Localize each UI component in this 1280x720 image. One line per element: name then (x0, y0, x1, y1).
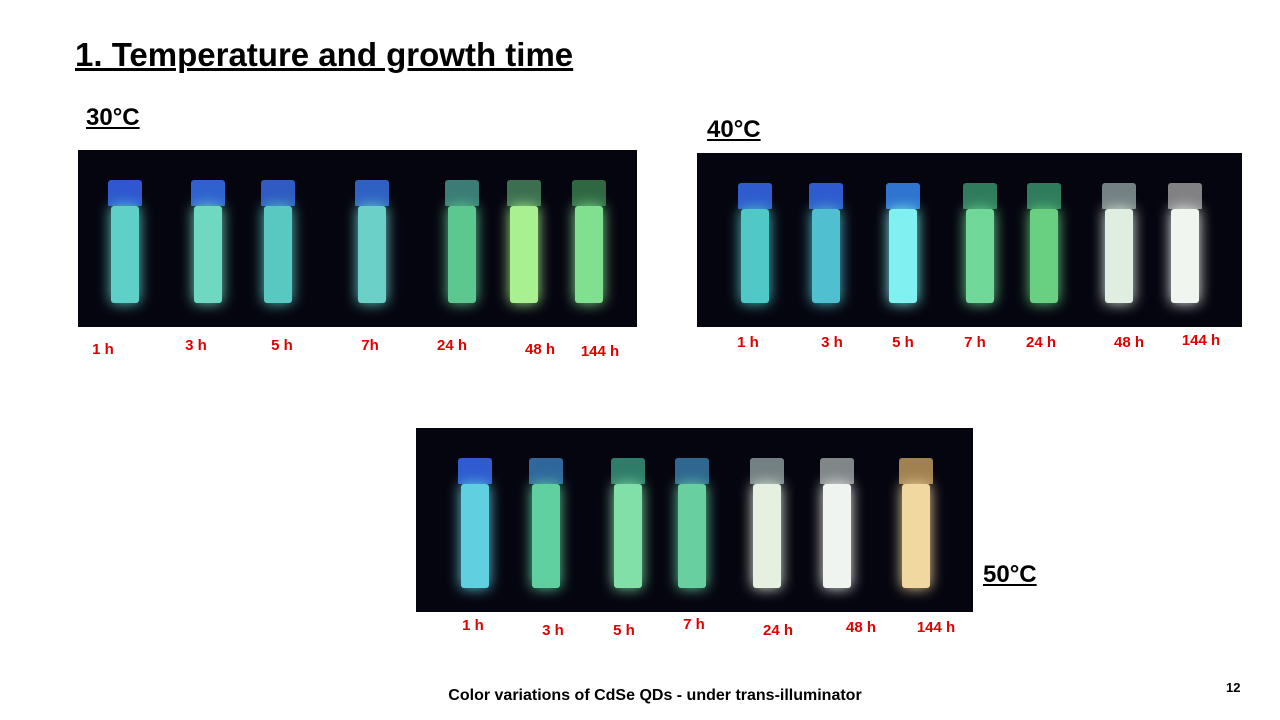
vial-cap (529, 458, 563, 484)
temperature-label: 30°C (86, 104, 140, 131)
time-label: 1 h (92, 341, 114, 358)
time-label: 24 h (1025, 334, 1057, 351)
time-label: 144 h (916, 619, 956, 636)
vial (510, 206, 538, 303)
vial-cap (809, 183, 843, 209)
time-label: 5 h (271, 337, 293, 354)
vial-cap (611, 458, 645, 484)
photo (697, 153, 1242, 327)
temperature-label: 40°C (707, 116, 761, 143)
vial (812, 209, 840, 303)
vial-cap (355, 180, 389, 206)
vial (902, 484, 930, 588)
vial (111, 206, 139, 303)
time-label: 24 h (436, 337, 468, 354)
vial-cap (572, 180, 606, 206)
time-label: 1 h (737, 334, 759, 351)
vial (753, 484, 781, 588)
time-label: 144 h (580, 343, 620, 360)
vial-cap (1168, 183, 1202, 209)
time-label: 3 h (821, 334, 843, 351)
time-label: 144 h (1181, 332, 1221, 349)
vial-cap (820, 458, 854, 484)
vial-cap (261, 180, 295, 206)
vial-cap (191, 180, 225, 206)
slide-title: 1. Temperature and growth time (75, 36, 574, 73)
vial-cap (738, 183, 772, 209)
vial (532, 484, 560, 588)
vial-cap (899, 458, 933, 484)
vial (1105, 209, 1133, 303)
time-label: 7 h (683, 616, 705, 633)
vial (264, 206, 292, 303)
vial (358, 206, 386, 303)
time-label: 5 h (892, 334, 914, 351)
vial (823, 484, 851, 588)
time-label: 3 h (185, 337, 207, 354)
vial (741, 209, 769, 303)
time-label: 24 h (762, 622, 794, 639)
time-label: 1 h (462, 617, 484, 634)
vial-cap (108, 180, 142, 206)
time-label: 3 h (542, 622, 564, 639)
vial (461, 484, 489, 588)
vial (194, 206, 222, 303)
vial-cap (675, 458, 709, 484)
vial-cap (1102, 183, 1136, 209)
photo (416, 428, 973, 612)
vial-cap (445, 180, 479, 206)
vial-cap (1027, 183, 1061, 209)
time-label: 7 h (964, 334, 986, 351)
vial (678, 484, 706, 588)
page-number: 12 (1226, 680, 1241, 695)
vial-cap (963, 183, 997, 209)
vial-cap (507, 180, 541, 206)
photo (78, 150, 637, 327)
time-label: 5 h (613, 622, 635, 639)
vial (575, 206, 603, 303)
vial-cap (458, 458, 492, 484)
vial (1171, 209, 1199, 303)
vial (889, 209, 917, 303)
vial (614, 484, 642, 588)
vial (1030, 209, 1058, 303)
time-label: 48 h (524, 341, 556, 358)
temperature-label: 50°C (983, 561, 1037, 588)
vial-cap (750, 458, 784, 484)
time-label: 48 h (1113, 334, 1145, 351)
caption: Color variations of CdSe QDs - under tra… (448, 687, 862, 704)
time-label: 7h (361, 337, 379, 354)
vial (966, 209, 994, 303)
time-label: 48 h (845, 619, 877, 636)
vial-cap (886, 183, 920, 209)
vial (448, 206, 476, 303)
